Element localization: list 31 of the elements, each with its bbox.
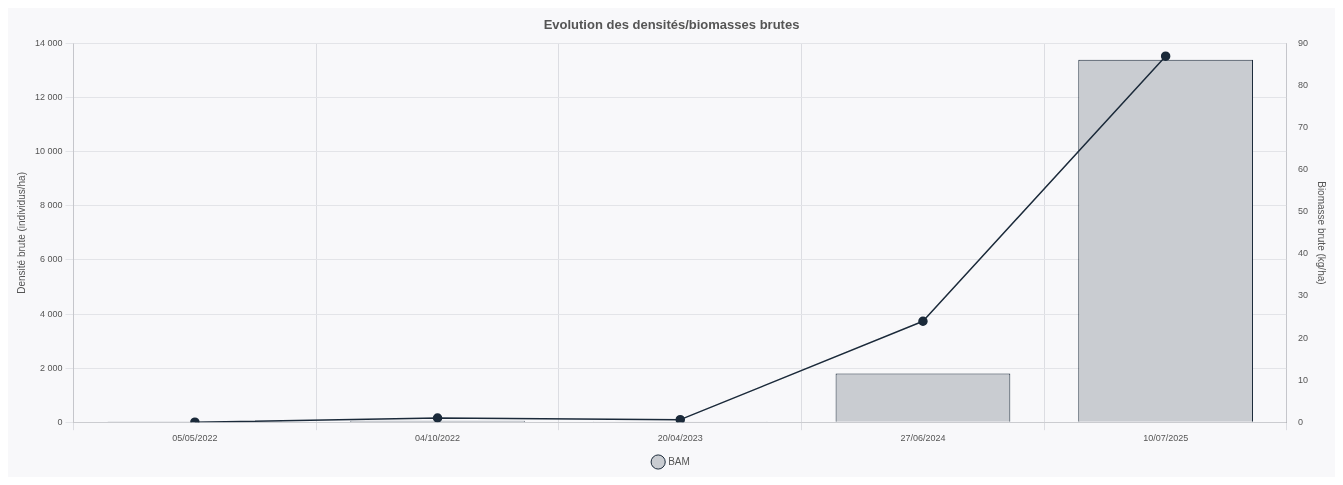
point bbox=[675, 414, 686, 423]
y2-tick-label: 10 bbox=[1297, 374, 1308, 385]
point bbox=[918, 316, 928, 326]
y-tick-label: 14 000 bbox=[35, 38, 63, 49]
x-tick-label: 04/10/2022 bbox=[415, 433, 461, 444]
point bbox=[1160, 51, 1171, 61]
y-tick-label: 10 000 bbox=[35, 146, 63, 157]
x-tick-label: 05/05/2022 bbox=[172, 433, 218, 444]
y-tick-label: 8 000 bbox=[40, 200, 63, 211]
y-tick-label: 4 000 bbox=[40, 308, 63, 319]
y2-tick-label: 0 bbox=[1297, 416, 1303, 427]
y2-axis-title: Biomasse brute (kg/ha) bbox=[1316, 181, 1328, 285]
legend-label: BAM bbox=[668, 455, 690, 467]
x-tick-label: 10/07/2025 bbox=[1143, 433, 1189, 444]
y-tick-label: 6 000 bbox=[40, 254, 63, 265]
x-tick-label: 20/04/2023 bbox=[657, 433, 703, 444]
y2-tick-label: 90 bbox=[1297, 38, 1308, 49]
y2-tick-label: 50 bbox=[1297, 206, 1308, 217]
x-tick-label: 27/06/2024 bbox=[900, 433, 946, 444]
y-tick-label: 0 bbox=[57, 416, 63, 427]
y2-tick-label: 70 bbox=[1297, 122, 1308, 133]
y-tick-label: 12 000 bbox=[35, 92, 63, 103]
chart-title: Evolution des densités/biomasses brutes bbox=[543, 17, 800, 33]
y-axis-title: Densité brute (individus/ha) bbox=[15, 172, 27, 294]
y-tick-label: 2 000 bbox=[40, 362, 63, 373]
y2-tick-label: 60 bbox=[1297, 164, 1308, 175]
y2-tick-label: 80 bbox=[1297, 80, 1308, 91]
y2-tick-label: 30 bbox=[1297, 290, 1308, 301]
point bbox=[432, 413, 443, 423]
y2-tick-label: 20 bbox=[1297, 332, 1308, 343]
y2-tick-label: 40 bbox=[1297, 248, 1308, 259]
